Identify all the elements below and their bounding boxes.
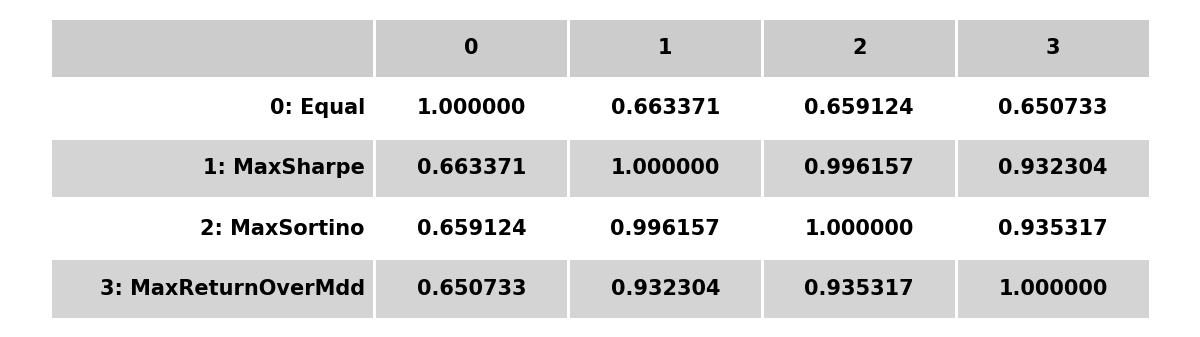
Text: 1.000000: 1.000000 [416, 98, 526, 118]
Bar [958, 140, 1148, 197]
Text: 0.996157: 0.996157 [804, 158, 914, 179]
Bar [52, 140, 373, 197]
Bar [52, 260, 373, 317]
Bar [376, 80, 566, 137]
Bar [376, 140, 566, 197]
Bar [52, 20, 373, 77]
Bar [570, 200, 761, 257]
Text: 0.932304: 0.932304 [998, 158, 1108, 179]
Text: 0.650733: 0.650733 [416, 279, 526, 299]
Text: 3: 3 [1046, 38, 1061, 58]
Text: 3: MaxReturnOverMdd: 3: MaxReturnOverMdd [100, 279, 365, 299]
Text: 1.000000: 1.000000 [611, 158, 720, 179]
Text: 0.663371: 0.663371 [416, 158, 526, 179]
Bar [570, 140, 761, 197]
Bar [376, 260, 566, 317]
Bar [763, 80, 955, 137]
Bar [958, 20, 1148, 77]
Text: 0.663371: 0.663371 [611, 98, 720, 118]
Bar [376, 20, 566, 77]
Text: 0.932304: 0.932304 [611, 279, 720, 299]
Text: 0.659124: 0.659124 [804, 98, 914, 118]
Text: 0.935317: 0.935317 [998, 219, 1108, 239]
Bar [763, 200, 955, 257]
Bar [958, 80, 1148, 137]
Bar [958, 260, 1148, 317]
Bar [376, 200, 566, 257]
Bar [763, 140, 955, 197]
Bar [570, 260, 761, 317]
Text: 0.935317: 0.935317 [804, 279, 914, 299]
Text: 2: 2 [852, 38, 866, 58]
Bar [763, 260, 955, 317]
Text: 1.000000: 1.000000 [998, 279, 1108, 299]
Bar [763, 20, 955, 77]
Text: 0.659124: 0.659124 [416, 219, 527, 239]
Bar [570, 20, 761, 77]
Text: 1: MaxSharpe: 1: MaxSharpe [203, 158, 365, 179]
Text: 0.996157: 0.996157 [611, 219, 720, 239]
Bar [570, 80, 761, 137]
Bar [52, 200, 373, 257]
Text: 0: 0 [464, 38, 479, 58]
Text: 1: 1 [658, 38, 672, 58]
Bar [52, 80, 373, 137]
Text: 0.650733: 0.650733 [998, 98, 1108, 118]
Text: 1.000000: 1.000000 [804, 219, 914, 239]
Bar [958, 200, 1148, 257]
Text: 0: Equal: 0: Equal [270, 98, 365, 118]
Text: 2: MaxSortino: 2: MaxSortino [200, 219, 365, 239]
